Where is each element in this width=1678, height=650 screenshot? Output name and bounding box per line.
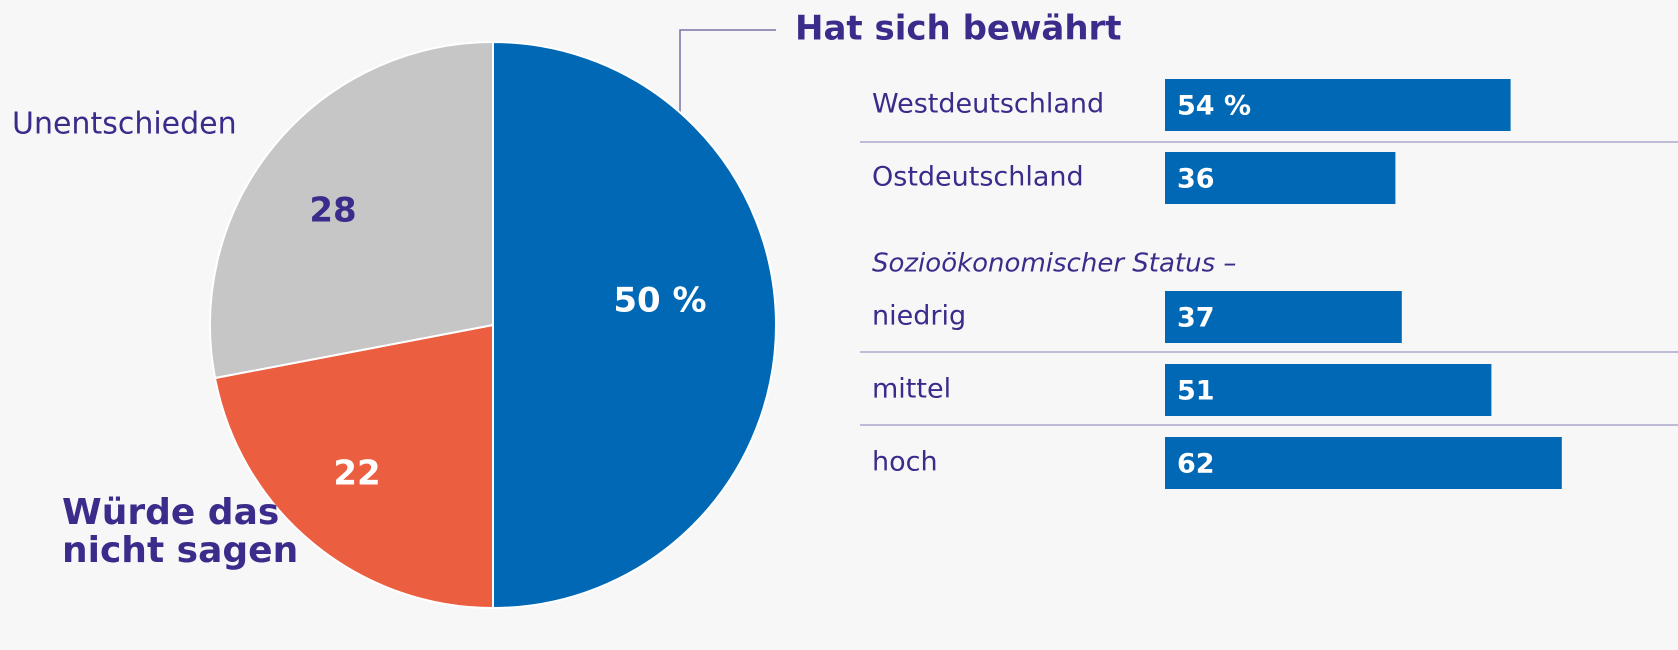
pie-value-label: 28 <box>309 191 356 231</box>
pie-slice <box>492 40 777 610</box>
bar <box>1165 437 1562 489</box>
pie-category-label: Unentschieden <box>12 107 237 142</box>
bar <box>1165 291 1402 343</box>
bar-value-label: 36 <box>1177 164 1215 195</box>
bar-value-label: 37 <box>1177 303 1215 334</box>
pie-category-label: Hat sich bewährt <box>795 9 1122 49</box>
group-label: Sozioökonomischer Status – <box>872 249 1236 279</box>
bar-category-label: Ostdeutschland <box>872 162 1084 193</box>
bar-category-label: niedrig <box>872 301 966 332</box>
bar <box>1165 364 1492 416</box>
pie-category-label: Würde das nicht sagen <box>62 492 299 571</box>
pie-slice <box>209 40 494 380</box>
bar-category-label: hoch <box>872 447 938 478</box>
bar-value-label: 51 <box>1177 376 1215 407</box>
bar <box>1165 79 1511 131</box>
pie-slice <box>213 323 494 610</box>
pie-value-label: 22 <box>333 454 380 494</box>
bar-value-label: 54 % <box>1177 91 1251 122</box>
bar-category-label: Westdeutschland <box>872 89 1104 120</box>
bar <box>1165 152 1396 204</box>
bar-value-label: 62 <box>1177 449 1215 480</box>
pie-value-label: 50 % <box>613 281 706 321</box>
bar-category-label: mittel <box>872 374 951 405</box>
